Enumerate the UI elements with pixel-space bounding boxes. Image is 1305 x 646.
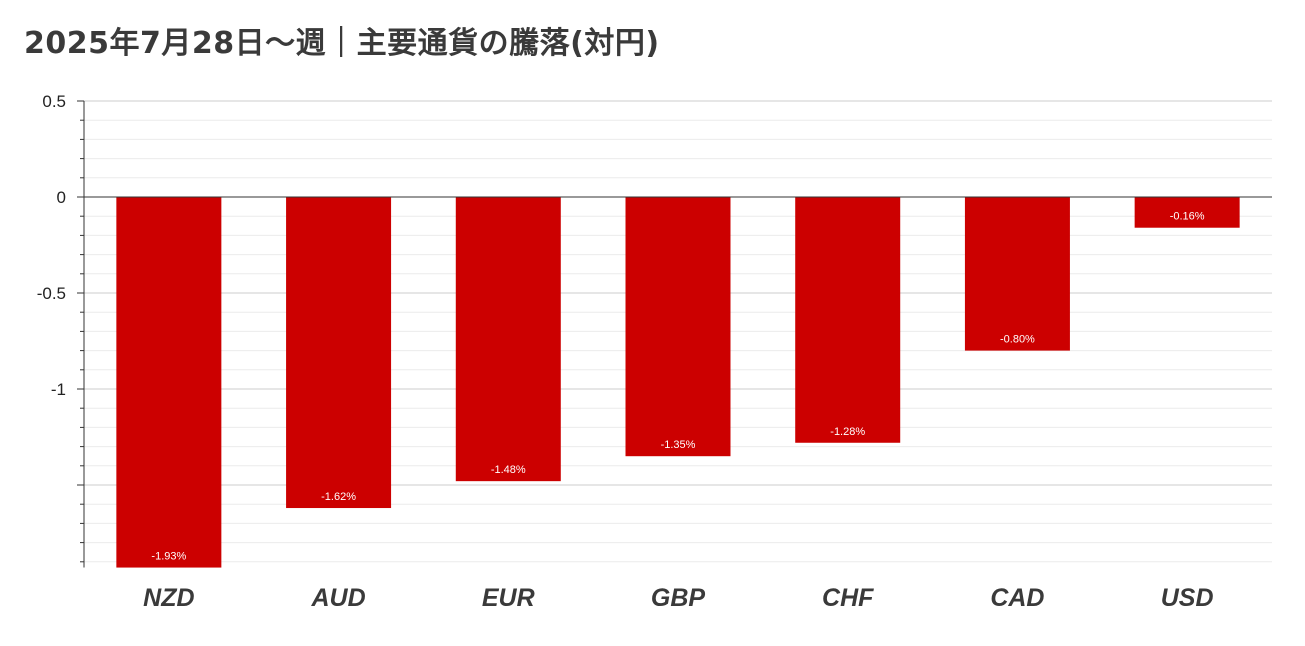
x-axis-labels: NZD AUD EUR GBP CHF CAD USD [143,584,1213,612]
data-label-chf: -1.28% [830,426,865,438]
y-tick-label: 0 [57,188,66,207]
x-tick-label-eur: EUR [482,584,535,612]
chart-title: 2025年7月28日〜週｜主要通貨の騰落(対円) [24,26,660,61]
y-axis: 0.5 0 -0.5 -1 [37,92,85,568]
data-label-eur: -1.48% [491,464,526,476]
bar-chf [795,197,901,443]
y-tick-label: 0.5 [42,92,66,111]
x-tick-label-aud: AUD [310,584,365,612]
bar-gbp [625,197,731,457]
data-label-nzd: -1.93% [151,551,186,563]
data-label-cad: -0.80% [1000,334,1035,346]
bar-cad [964,197,1070,351]
bar-usd [1134,197,1240,228]
data-label-usd: -0.16% [1170,211,1205,223]
bar-aud [286,197,392,509]
x-tick-label-cad: CAD [990,584,1044,612]
x-tick-label-chf: CHF [822,584,874,612]
y-tick-label: -0.5 [37,284,66,303]
bars [116,197,1240,568]
x-tick-label-nzd: NZD [143,584,194,612]
x-tick-label-usd: USD [1161,584,1214,612]
bar-nzd [116,197,222,568]
data-label-gbp: -1.35% [661,439,696,451]
data-label-aud: -1.62% [321,491,356,503]
y-tick-label: -1 [51,380,66,399]
x-tick-label-gbp: GBP [651,584,706,612]
bar-eur [455,197,561,482]
data-labels: -1.93% -1.62% -1.48% -1.35% -1.28% -0.80% -0.1… [84,196,1272,563]
